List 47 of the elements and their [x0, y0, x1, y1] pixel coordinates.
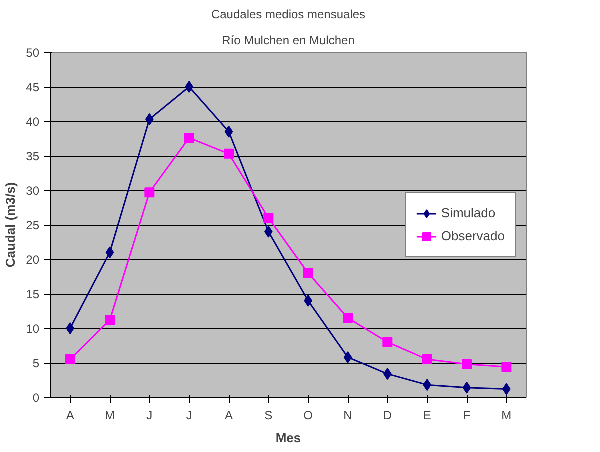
point — [224, 148, 234, 159]
y-axis-title: Caudal (m3/s) — [3, 182, 18, 268]
x-tick-label: F — [463, 408, 471, 422]
x-tick-label: N — [344, 408, 352, 422]
y-tick-label: 5 — [32, 356, 40, 370]
y-tick-label: 40 — [26, 115, 40, 129]
point — [65, 354, 76, 365]
y-tick-label: 10 — [26, 322, 40, 336]
point — [184, 133, 194, 144]
x-tick-label: S — [264, 408, 273, 422]
chart-title: Caudales medios mensuales — [211, 8, 366, 22]
x-tick-label: J — [146, 408, 153, 422]
legend-label: Simulado — [441, 206, 496, 220]
point — [144, 188, 155, 198]
point — [382, 337, 393, 348]
y-tick-label: 45 — [26, 80, 40, 94]
point — [462, 359, 472, 370]
y-tick-label: 15 — [26, 288, 40, 302]
y-tick-label: 25 — [26, 218, 40, 232]
point — [66, 322, 74, 334]
point — [224, 126, 234, 138]
point — [106, 246, 114, 259]
point — [343, 313, 353, 324]
y-tick-label: 20 — [26, 253, 40, 267]
legend-label: Observado — [441, 228, 505, 244]
x-tick-label: M — [502, 408, 512, 422]
point — [303, 268, 314, 278]
chart-subtitle: Río Mulchen en Mulchen — [222, 34, 355, 48]
point — [185, 81, 194, 93]
x-tick-label: M — [105, 408, 115, 422]
point — [344, 351, 352, 364]
y-tick-label: 35 — [26, 150, 40, 164]
x-tick-label: A — [225, 408, 234, 422]
y-tick-label: 0 — [32, 391, 40, 405]
x-tick-label: A — [66, 408, 74, 422]
point — [462, 382, 472, 394]
y-tick-label: 30 — [26, 184, 40, 198]
y-tick-label: 50 — [26, 46, 40, 60]
x-tick-label: O — [304, 408, 314, 422]
point — [422, 354, 432, 365]
point — [105, 315, 115, 326]
point — [502, 362, 512, 372]
x-tick-label: D — [383, 408, 392, 422]
point — [264, 213, 274, 224]
x-axis-title: Mes — [276, 430, 302, 446]
x-tick-label: J — [186, 408, 192, 422]
x-tick-label: E — [423, 408, 432, 422]
